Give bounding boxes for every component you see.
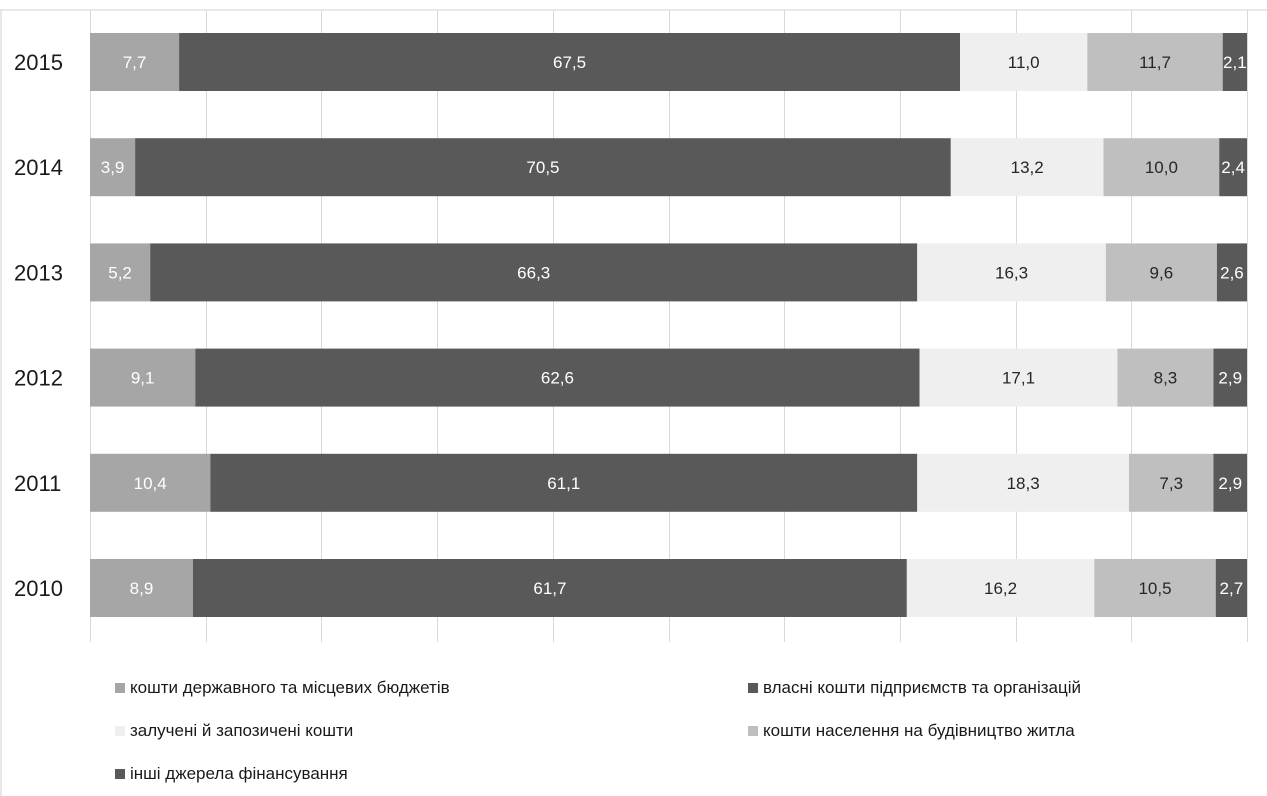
legend-item: залучені й запозичені кошти — [115, 717, 748, 745]
bar-segment — [150, 243, 918, 302]
bar-segment — [1128, 453, 1214, 512]
data-label: 8,9 — [130, 579, 154, 598]
data-label: 13,2 — [1011, 158, 1044, 177]
data-label: 8,3 — [1154, 369, 1178, 388]
bar-segment — [917, 453, 1129, 512]
data-label: 11,0 — [1008, 53, 1040, 72]
data-label: 67,5 — [553, 53, 586, 72]
legend-swatch — [115, 726, 125, 736]
legend-swatch — [115, 769, 125, 779]
legend-swatch — [748, 683, 758, 693]
data-label: 2,9 — [1218, 474, 1242, 493]
bar-segment — [1213, 453, 1247, 512]
bar-segment — [919, 348, 1118, 407]
legend-label: залучені й запозичені кошти — [130, 721, 354, 740]
data-label: 5,2 — [108, 263, 132, 282]
bar-segment — [192, 559, 907, 617]
legend-item: кошти державного та місцевих бюджетів — [115, 674, 748, 702]
bar-segment — [210, 453, 918, 512]
data-label: 66,3 — [517, 263, 550, 282]
data-label: 9,1 — [131, 369, 155, 388]
bar-segment — [90, 348, 196, 407]
y-tick-label: 2010 — [14, 576, 63, 601]
legend-item: власні кошти підприємств та організацій — [748, 674, 1248, 702]
data-label: 70,5 — [526, 158, 559, 177]
y-tick-label: 2014 — [14, 155, 63, 180]
bar-segment — [960, 33, 1088, 91]
legend-swatch — [748, 726, 758, 736]
legend-label: власні кошти підприємств та організацій — [763, 678, 1081, 697]
data-label: 3,9 — [101, 158, 125, 177]
legend-label: інші джерела фінансування — [130, 764, 348, 783]
y-tick-label: 2011 — [14, 471, 61, 496]
bar-segment — [135, 138, 951, 197]
data-label: 2,7 — [1220, 579, 1244, 598]
data-label: 2,9 — [1218, 369, 1242, 388]
bar-segment — [1219, 138, 1247, 197]
bar-segment — [1215, 559, 1247, 617]
data-label: 16,2 — [984, 579, 1017, 598]
bar-segment — [90, 33, 180, 91]
legend-label: кошти населення на будівництво житла — [763, 721, 1075, 740]
bar-segment — [1105, 243, 1217, 302]
bar-segment — [195, 348, 920, 407]
bar-segment — [1103, 138, 1220, 197]
data-label: 2,1 — [1223, 53, 1247, 72]
data-label: 11,7 — [1139, 53, 1171, 72]
bar-segment — [950, 138, 1104, 197]
bar-segment — [90, 453, 211, 512]
data-label: 7,3 — [1159, 474, 1183, 493]
bar-segment — [90, 559, 193, 617]
y-tick-label: 2015 — [14, 50, 63, 75]
data-label: 10,0 — [1145, 158, 1178, 177]
data-label: 10,5 — [1138, 579, 1171, 598]
data-label: 61,7 — [533, 579, 566, 598]
data-label: 2,4 — [1221, 158, 1245, 177]
bar-segment — [179, 33, 961, 91]
legend-item: кошти населення на будівництво житла — [748, 717, 1248, 745]
legend: кошти державного та місцевих бюджетів вла… — [115, 674, 1245, 788]
bar-segment — [90, 138, 136, 197]
bar-segment — [1087, 33, 1223, 91]
bar-segment — [1213, 348, 1247, 407]
data-label: 61,1 — [547, 474, 580, 493]
y-tick-label: 2012 — [14, 366, 63, 391]
data-label: 18,3 — [1007, 474, 1040, 493]
data-label: 9,6 — [1150, 263, 1174, 282]
legend-label: кошти державного та місцевих бюджетів — [130, 678, 450, 697]
data-label: 62,6 — [541, 369, 574, 388]
data-label: 10,4 — [134, 474, 167, 493]
bar-segment — [917, 243, 1106, 302]
bar-segment — [906, 559, 1095, 617]
bar-segment — [1094, 559, 1216, 617]
legend-item: інші джерела фінансування — [115, 760, 748, 788]
legend-swatch — [115, 683, 125, 693]
data-label: 16,3 — [995, 263, 1028, 282]
data-label: 7,7 — [123, 53, 147, 72]
y-tick-label: 2013 — [14, 260, 63, 285]
bar-segment — [1117, 348, 1214, 407]
bar-segment — [90, 243, 151, 302]
bar-segment — [1216, 243, 1247, 302]
bar-segment — [1222, 33, 1247, 91]
data-label: 17,1 — [1002, 369, 1035, 388]
data-label: 2,6 — [1220, 263, 1244, 282]
